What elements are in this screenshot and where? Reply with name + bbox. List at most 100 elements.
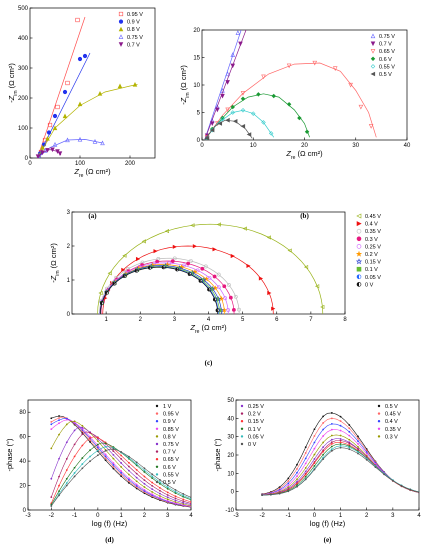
x-tick-label: 0	[200, 143, 204, 149]
y-axis-label: -phase (°)	[5, 438, 14, 472]
panel-label: (c)	[205, 359, 213, 367]
legend-entry: 0.6 V	[379, 57, 392, 63]
data-point	[240, 108, 246, 113]
x-tick-label: -2	[259, 513, 265, 519]
data-point	[46, 130, 52, 135]
data-point	[368, 124, 374, 129]
panel-label: (b)	[300, 212, 309, 220]
data-point	[261, 120, 266, 125]
y-tick-label: 400	[18, 36, 29, 42]
x-tick-label: 2	[143, 513, 147, 519]
plot-area	[204, 30, 377, 140]
y-tick-label: -10	[225, 508, 234, 514]
data-point	[358, 104, 364, 110]
x-tick-label: 20	[301, 143, 308, 149]
y-tick-label: 100	[18, 126, 29, 132]
series	[37, 16, 86, 158]
legend-marker	[377, 404, 381, 408]
data-point	[216, 272, 221, 277]
y-tick-label: 0	[197, 138, 201, 144]
data-point	[225, 107, 230, 113]
x-tick-label: 0	[28, 161, 32, 167]
legend-entry: 0.9 V	[127, 20, 140, 26]
data-point	[97, 91, 103, 96]
fit-line	[204, 30, 242, 140]
x-tick-label: 10	[250, 143, 257, 149]
fit-line	[51, 419, 191, 507]
legend-marker	[118, 11, 124, 17]
legend-entry: 0.05 V	[248, 434, 264, 440]
data-point	[256, 92, 261, 97]
data-point	[251, 111, 256, 116]
data-point	[233, 294, 238, 299]
data-point	[217, 121, 223, 126]
data-point	[220, 93, 225, 99]
plot-area	[97, 222, 325, 314]
legend-marker	[155, 473, 159, 476]
x-tick-label: 7	[309, 317, 313, 323]
y-tick-label: 80	[19, 410, 26, 416]
series	[204, 117, 253, 140]
data-point	[209, 121, 215, 126]
fit-line	[51, 431, 191, 504]
legend-marker	[155, 442, 159, 446]
legend-entry: 0.8 V	[127, 27, 140, 33]
data-point	[65, 80, 70, 86]
data-point	[246, 132, 252, 137]
y-tick-label: 40	[227, 416, 234, 422]
x-tick-label: 1	[104, 317, 108, 323]
data-point	[122, 253, 127, 258]
data-point	[312, 60, 318, 66]
fit-line	[262, 440, 419, 496]
plot-frame	[27, 399, 192, 511]
data-point	[268, 131, 274, 136]
y-tick-label: 50	[227, 398, 234, 404]
series	[204, 60, 377, 140]
legend-marker	[356, 244, 362, 249]
legend-marker	[355, 250, 363, 257]
x-tick-label: 3	[166, 513, 170, 519]
legend-marker	[240, 442, 244, 446]
fit-line	[99, 262, 229, 314]
panel-c: 1 2 3 4 5 6 7 8 0 1 2 3 Zre (Ω cm²) -Zim (Ω cm²) (c) 0.…	[49, 210, 381, 367]
series	[261, 444, 419, 497]
series	[50, 431, 191, 505]
legend-marker	[356, 274, 362, 280]
data-point	[304, 129, 310, 134]
y-tick-label: 0	[67, 312, 71, 318]
legend-marker	[370, 33, 376, 39]
data-point	[203, 264, 208, 269]
data-point	[225, 71, 230, 77]
legend-marker	[356, 236, 362, 242]
data-point	[348, 82, 353, 88]
legend-marker	[370, 49, 376, 54]
legend-marker	[240, 412, 244, 415]
legend-entry: 0.95 V	[163, 412, 179, 418]
data-point	[266, 235, 271, 240]
x-axis-label: log (f) (Hz)	[92, 519, 128, 528]
legend: 0.5 V 0.45 V0.4 V 0.35 V0.3 V	[377, 404, 401, 440]
y-axis-label: -Zim (Ω cm²)	[179, 65, 191, 105]
x-tick-label: 2	[139, 317, 143, 323]
y-tick-label: 20	[193, 28, 200, 34]
y-tick-label: 500	[18, 6, 29, 12]
legend-entry: 0.5 V	[385, 404, 398, 410]
x-tick-label: -1	[72, 513, 78, 519]
x-tick-label: 3	[173, 317, 177, 323]
x-tick-label: 4	[189, 513, 193, 519]
legend-entry: 0.5 V	[163, 480, 176, 486]
legend-entry: 1 V	[163, 404, 172, 410]
data-point	[52, 125, 58, 131]
legend-marker	[356, 228, 362, 234]
legend-marker	[155, 420, 159, 423]
series	[50, 420, 191, 507]
series	[35, 147, 63, 158]
fit-line	[102, 245, 274, 314]
data-point	[52, 113, 58, 119]
legend-entry: 0.75 V	[379, 34, 395, 40]
legend-entry: 0.9 V	[163, 419, 176, 425]
legend: 0.75 V 0.7 V0.65 V 0.6 V0.55 V 0.5 V	[370, 33, 395, 78]
legend-marker	[118, 34, 124, 39]
legend-entry: 0.1 V	[248, 427, 261, 433]
